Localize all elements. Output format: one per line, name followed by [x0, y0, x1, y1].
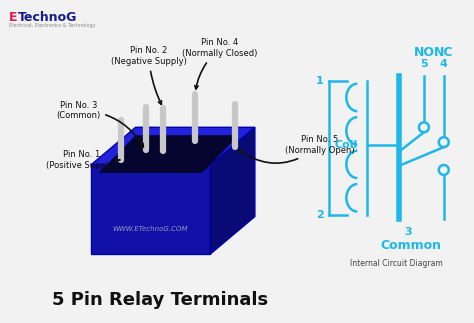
Text: WWW.ETechnoG.COM: WWW.ETechnoG.COM — [113, 226, 188, 233]
Polygon shape — [99, 135, 239, 173]
Polygon shape — [91, 127, 255, 165]
Text: 5 Pin Relay Terminals: 5 Pin Relay Terminals — [53, 291, 268, 309]
Text: E: E — [9, 11, 18, 24]
Text: Common: Common — [381, 239, 441, 252]
Text: TechnoG: TechnoG — [18, 11, 78, 24]
Text: Pin No. 1
(Positive Supply): Pin No. 1 (Positive Supply) — [46, 150, 119, 170]
Polygon shape — [210, 127, 255, 254]
Text: NO: NO — [413, 46, 434, 59]
Text: Coil: Coil — [335, 140, 358, 150]
Text: 3: 3 — [404, 227, 411, 237]
Text: NC: NC — [434, 46, 454, 59]
Polygon shape — [91, 165, 210, 254]
Text: 5: 5 — [420, 59, 428, 69]
Text: 1: 1 — [316, 76, 323, 86]
Text: Pin No. 2
(Negative Supply): Pin No. 2 (Negative Supply) — [110, 47, 186, 104]
Text: Electrical, Electronics & Technology: Electrical, Electronics & Technology — [9, 23, 96, 28]
Text: Pin No. 5
(Normally Open): Pin No. 5 (Normally Open) — [239, 135, 355, 163]
Text: 4: 4 — [440, 59, 448, 69]
Text: Pin No. 3
(Common): Pin No. 3 (Common) — [56, 101, 143, 147]
Text: Pin No. 4
(Normally Closed): Pin No. 4 (Normally Closed) — [182, 38, 258, 89]
Text: 2: 2 — [316, 210, 323, 220]
Text: Internal Circuit Diagram: Internal Circuit Diagram — [350, 259, 443, 268]
